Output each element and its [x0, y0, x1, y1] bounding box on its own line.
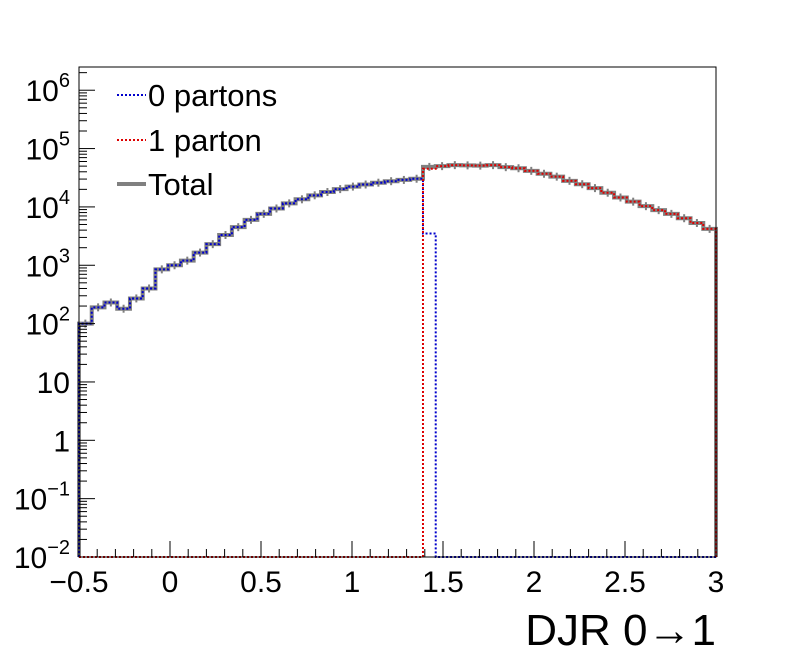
x-axis-ticks: −0.5 0 0.5 1 1.5 2 2.5 3	[49, 541, 724, 599]
x-tick-label: 2.5	[604, 566, 646, 599]
series-line-1-parton	[79, 164, 717, 558]
x-tick-label: 1.5	[422, 566, 464, 599]
y-tick-label: 106	[26, 70, 71, 108]
legend-label: 0 partons	[148, 78, 277, 113]
y-tick-label: 104	[26, 187, 71, 225]
x-axis-title: DJR 0→1	[525, 606, 716, 655]
x-tick-label: −0.5	[49, 566, 108, 599]
x-tick-label: 0.5	[240, 566, 282, 599]
series-line-0-partons	[78, 177, 716, 558]
y-tick-label: 105	[26, 129, 71, 167]
legend: 0 partons 1 parton Total	[117, 78, 277, 202]
histogram-layer	[77, 161, 718, 558]
legend-label: Total	[148, 167, 213, 202]
y-tick-label: 10	[37, 367, 70, 400]
x-tick-label: 1	[344, 566, 361, 599]
y-tick-label: 102	[26, 304, 71, 342]
y-tick-label: 10−1	[14, 479, 70, 517]
y-axis-ticks: 10−2 10−1 1 10 102 103 104 105 106	[14, 70, 95, 575]
x-tick-label: 2	[526, 566, 543, 599]
x-tick-label: 3	[708, 566, 725, 599]
legend-label: 1 parton	[148, 123, 262, 158]
x-tick-label: 0	[162, 566, 179, 599]
y-tick-label: 103	[26, 245, 71, 283]
plot-frame	[78, 66, 717, 558]
y-tick-label: 1	[53, 425, 70, 458]
y-tick-label: 10−2	[14, 537, 70, 575]
series-line-total	[77, 163, 718, 557]
